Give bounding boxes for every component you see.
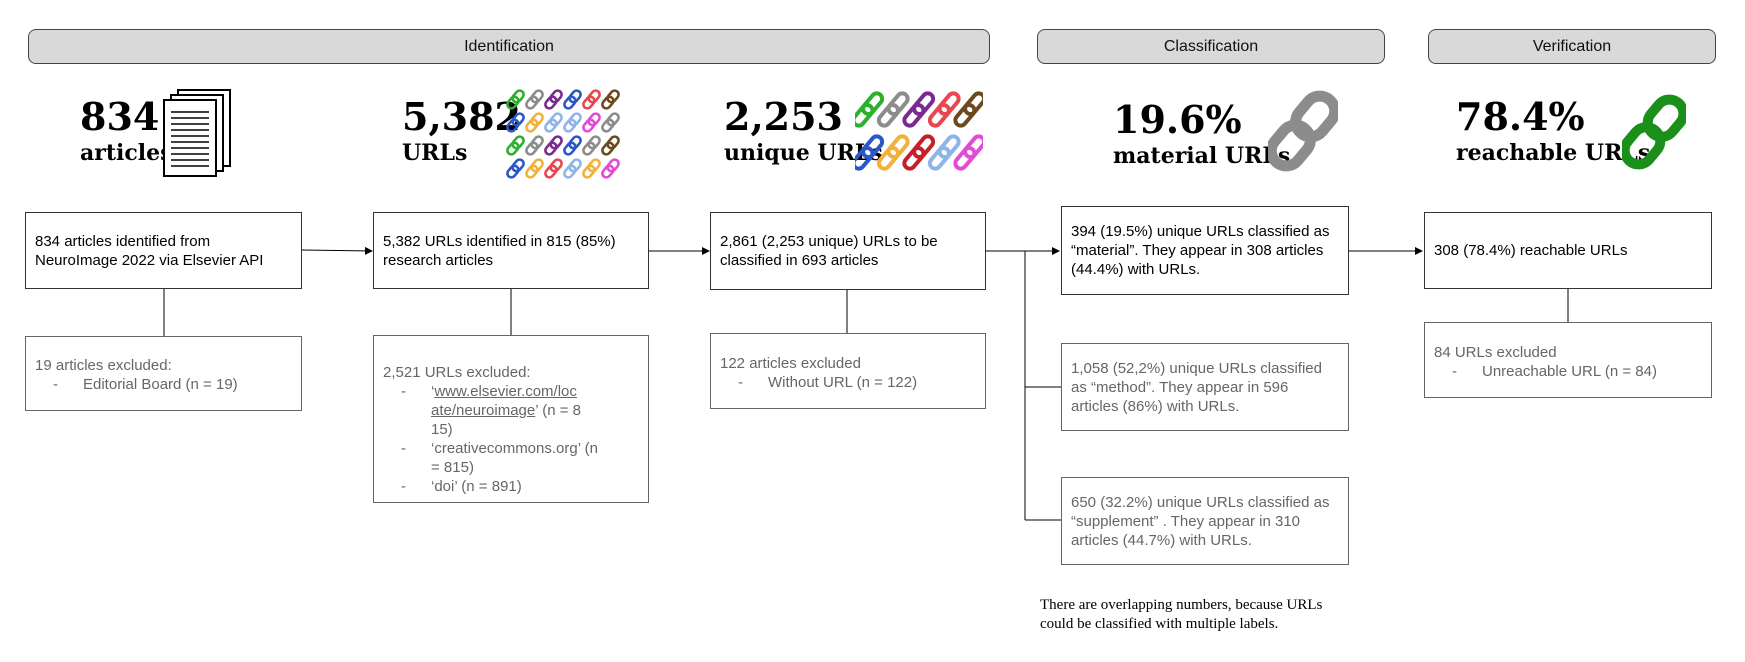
link-icon <box>601 158 620 179</box>
box-urls-excluded: 2,521 URLs excluded: ‘www.elsevier.com/l… <box>373 335 649 503</box>
link-icon <box>506 112 525 133</box>
link-icon <box>1268 90 1338 172</box>
stage-verification: Verification <box>1428 29 1716 64</box>
box-articles-excluded: 19 articles excluded: Editorial Board (n… <box>25 336 302 411</box>
stat-reachable-label: reachable URLs <box>1456 140 1651 166</box>
stat-material-urls: 19.6% material URLs <box>1113 97 1291 169</box>
stat-urls: 5,382 URLs <box>402 94 521 166</box>
link-icon <box>525 89 544 110</box>
document-stack-icon <box>163 89 231 177</box>
link-icon <box>876 91 910 128</box>
box-supplement-urls: 650 (32.2%) unique URLs classified as “s… <box>1061 477 1349 565</box>
link-icon <box>563 135 582 156</box>
link-icon <box>953 91 983 128</box>
link-icon <box>876 134 910 171</box>
box-material-urls-text: 394 (19.5%) unique URLs classified as “m… <box>1071 223 1330 278</box>
stat-urls-label: URLs <box>402 140 468 166</box>
link-icon <box>1622 94 1686 170</box>
link-icon <box>953 134 983 171</box>
link-icon <box>544 112 563 133</box>
box-method-urls-text: 1,058 (52,2%) unique URLs classified as … <box>1071 359 1322 415</box>
link-icon <box>601 89 620 110</box>
stage-identification: Identification <box>28 29 990 64</box>
excluded-item: Without URL (n = 122) <box>720 373 976 392</box>
excluded-item: ‘www.elsevier.com/locate/neuroimage’ (n … <box>383 382 581 439</box>
link-icon <box>563 89 582 110</box>
stage-identification-label: Identification <box>464 37 554 55</box>
link-icon <box>582 89 601 110</box>
excluded-url-link[interactable]: www.elsevier.com/locate/neuroimage <box>431 383 577 419</box>
link-icon <box>525 135 544 156</box>
link-icon <box>506 158 525 179</box>
box-articles-identified-text: 834 articles identified from NeuroImage … <box>35 232 264 269</box>
stat-unique-urls: 2,253 unique URLs <box>724 94 883 166</box>
stat-material-value: 19.6% <box>1113 97 1242 142</box>
excluded-title: 84 URLs excluded <box>1434 344 1557 361</box>
link-icon <box>582 135 601 156</box>
box-supplement-urls-text: 650 (32.2%) unique URLs classified as “s… <box>1071 493 1330 549</box>
box-urls-unreachable: 84 URLs excluded Unreachable URL (n = 84… <box>1424 322 1712 398</box>
box-reachable-urls-text: 308 (78.4%) reachable URLs <box>1434 242 1628 259</box>
stat-reachable-value: 78.4% <box>1456 94 1585 139</box>
link-icon <box>927 91 961 128</box>
box-urls-to-classify: 2,861 (2,253 unique) URLs to be classifi… <box>710 212 986 290</box>
link-icon <box>544 158 563 179</box>
box-urls-identified-text: 5,382 URLs identified in 815 (85%) resea… <box>383 232 616 269</box>
excluded-title: 19 articles excluded: <box>35 357 172 374</box>
stat-articles: 834 articles <box>80 94 173 166</box>
excluded-item: Editorial Board (n = 19) <box>35 375 292 394</box>
link-icon <box>601 135 620 156</box>
link-icon <box>855 91 885 128</box>
stage-classification-label: Classification <box>1163 37 1259 55</box>
box-articles-identified: 834 articles identified from NeuroImage … <box>25 212 302 289</box>
stat-urls-value: 5,382 <box>402 94 521 139</box>
stat-unique-value: 2,253 <box>724 94 843 139</box>
link-icon <box>927 134 961 171</box>
box-urls-identified: 5,382 URLs identified in 815 (85%) resea… <box>373 212 649 289</box>
excluded-item: ‘doi’ (n = 891) <box>383 477 639 496</box>
excluded-item: ‘creativecommons.org’ (n = 815) <box>383 439 601 477</box>
link-icon <box>902 91 936 128</box>
stat-articles-label: articles <box>80 140 173 166</box>
box-method-urls: 1,058 (52,2%) unique URLs classified as … <box>1061 343 1349 431</box>
box-urls-to-classify-text: 2,861 (2,253 unique) URLs to be classifi… <box>720 233 938 269</box>
link-icon <box>563 158 582 179</box>
link-icon <box>506 135 525 156</box>
link-icon <box>582 158 601 179</box>
link-icon <box>544 135 563 156</box>
excluded-item: Unreachable URL (n = 84) <box>1434 362 1702 381</box>
stat-articles-value: 834 <box>80 94 160 139</box>
stage-verification-label: Verification <box>1532 37 1612 55</box>
box-material-urls: 394 (19.5%) unique URLs classified as “m… <box>1061 206 1349 295</box>
link-icon <box>855 134 885 171</box>
stat-reachable-urls: 78.4% reachable URLs <box>1456 94 1651 166</box>
link-icon <box>525 112 544 133</box>
link-icon <box>601 112 620 133</box>
link-icon <box>582 112 601 133</box>
excluded-title: 2,521 URLs excluded: <box>383 364 531 381</box>
stat-material-label: material URLs <box>1113 143 1291 169</box>
link-icon <box>525 158 544 179</box>
box-reachable-urls: 308 (78.4%) reachable URLs <box>1424 212 1712 289</box>
excluded-title: 122 articles excluded <box>720 355 861 372</box>
stage-classification: Classification <box>1037 29 1385 64</box>
box-articles-without-url: 122 articles excluded Without URL (n = 1… <box>710 333 986 409</box>
link-icon <box>902 134 936 171</box>
link-icon <box>544 89 563 110</box>
link-grid-icon <box>506 89 620 179</box>
stat-unique-label: unique URLs <box>724 140 883 166</box>
overlap-note: There are overlapping numbers, because U… <box>1040 597 1323 632</box>
link-icon <box>506 89 525 110</box>
link-grid-icon <box>855 91 983 171</box>
link-icon <box>563 112 582 133</box>
